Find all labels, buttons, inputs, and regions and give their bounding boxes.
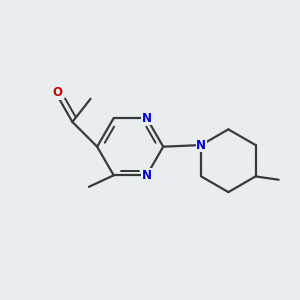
Text: O: O [52,86,62,99]
Text: N: N [142,112,152,124]
Text: N: N [142,169,152,182]
Text: N: N [196,139,206,152]
